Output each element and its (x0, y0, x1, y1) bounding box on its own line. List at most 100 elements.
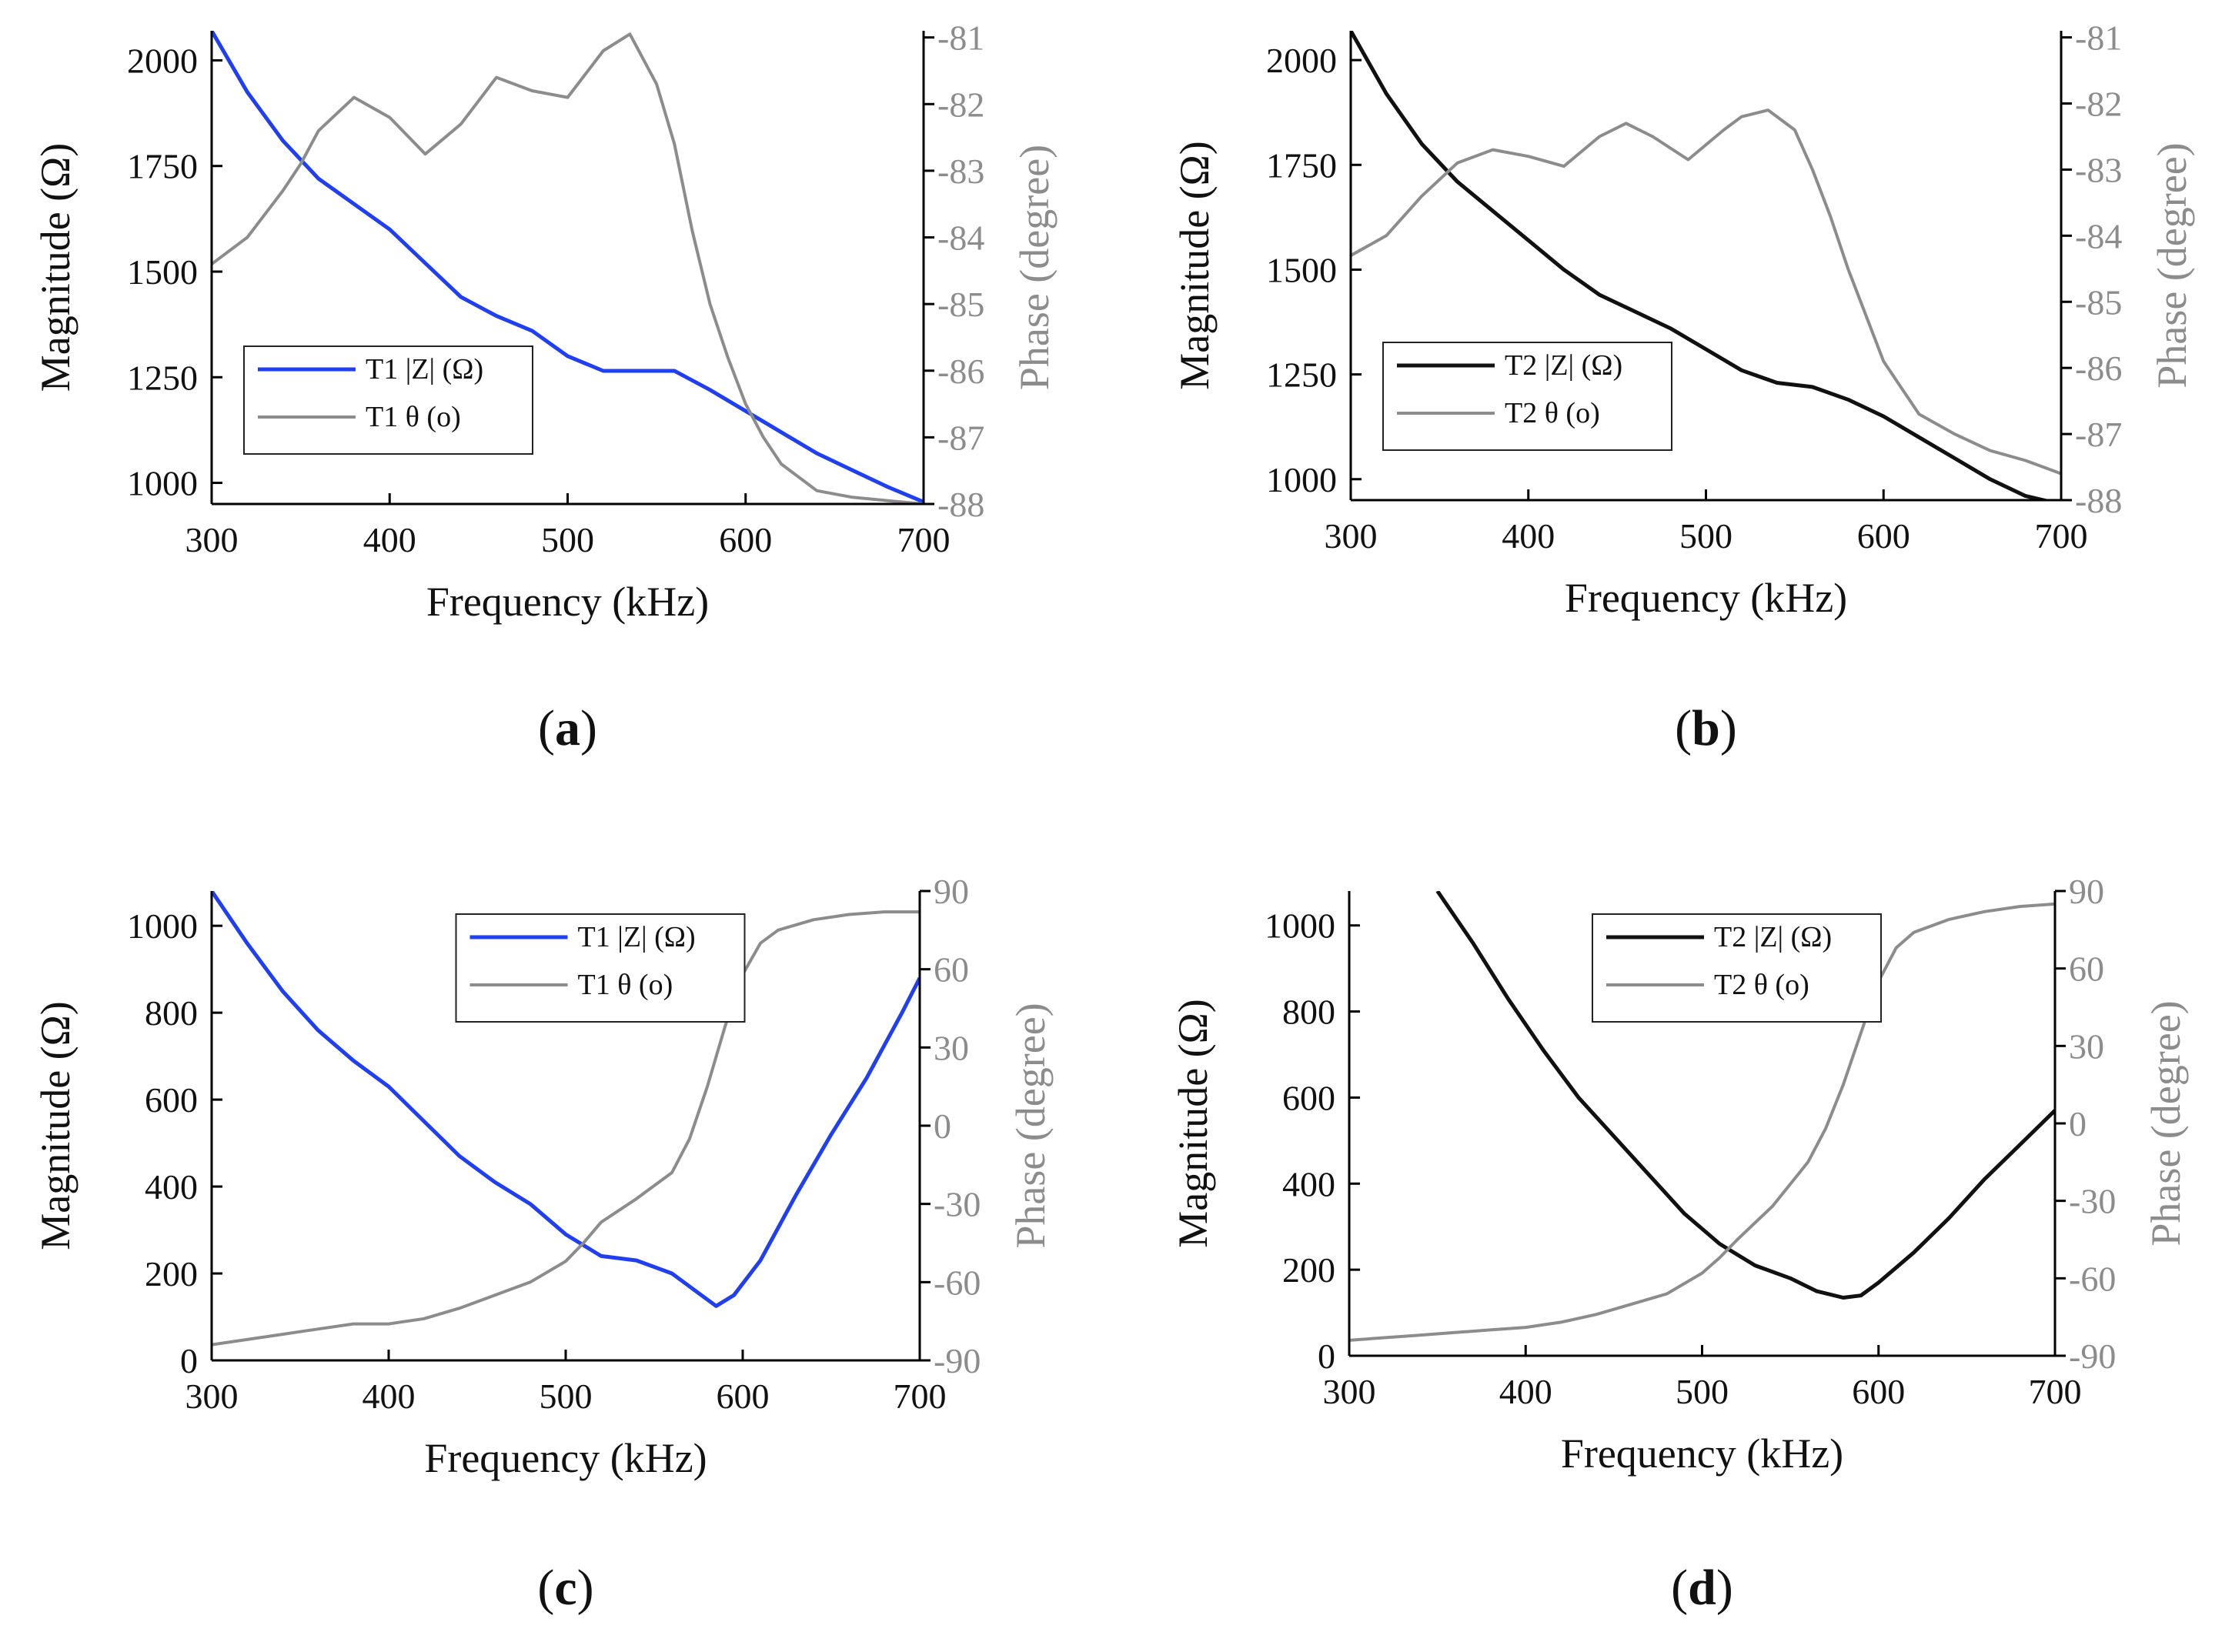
y-axis-label: Magnitude (Ω) (32, 1001, 79, 1250)
legend-entry: T2 θ (o) (1714, 969, 1809, 1001)
series-line-magnitude (212, 31, 924, 504)
x-axis-label: Frequency (kHz) (1561, 1430, 1843, 1477)
y2-tick-label: -86 (937, 352, 984, 391)
panel-letter: a (555, 700, 580, 756)
y2-tick-label: -60 (2069, 1259, 2116, 1298)
y2-tick-label: -86 (2075, 349, 2122, 388)
y2-tick-label: 30 (2069, 1026, 2104, 1066)
x-tick-label: 700 (2035, 516, 2088, 556)
y2-axis-label: Phase (degree) (2149, 142, 2195, 388)
y2-tick-label: 60 (2069, 949, 2104, 989)
y2-tick-label: -87 (2075, 415, 2122, 454)
y2-tick-label: -85 (2075, 282, 2122, 322)
y2-tick-label: -90 (2069, 1337, 2116, 1376)
y2-tick-label: 90 (2069, 872, 2104, 911)
y2-tick-label: -83 (2075, 150, 2122, 189)
y-tick-label: 800 (145, 993, 198, 1033)
y2-tick-label: -82 (2075, 85, 2122, 124)
x-tick-label: 700 (894, 1377, 947, 1416)
y2-axis-label: Phase (degree) (2143, 1000, 2189, 1246)
x-tick-label: 600 (1857, 516, 1910, 556)
series-line-phase (212, 910, 920, 1347)
panel-letter: c (554, 1560, 576, 1616)
y-tick-label: 600 (1282, 1078, 1335, 1117)
y-tick-label: 1000 (127, 464, 198, 503)
panel-label: (c) (537, 1560, 593, 1616)
y-tick-label: 1000 (127, 906, 198, 946)
legend-box (1592, 913, 1882, 1023)
y2-tick-label: 0 (934, 1106, 951, 1146)
y2-tick-label: -87 (937, 418, 984, 457)
x-tick-label: 400 (1502, 516, 1555, 556)
y-tick-label: 1250 (1266, 355, 1337, 395)
x-tick-label: 400 (363, 520, 416, 559)
x-tick-label: 500 (1676, 1372, 1729, 1411)
x-tick-label: 400 (1499, 1372, 1552, 1411)
y-tick-label: 1750 (127, 147, 198, 186)
y2-tick-label: 60 (934, 950, 969, 990)
y2-tick-label: -88 (2075, 481, 2122, 520)
y-tick-label: 2000 (127, 41, 198, 80)
y-tick-label: 400 (145, 1167, 198, 1206)
x-axis-label: Frequency (kHz) (426, 579, 709, 625)
legend-entry: T2 θ (o) (1505, 397, 1600, 429)
series-line-phase (1351, 108, 2061, 476)
legend-entry: T2 |Z| (Ω) (1505, 349, 1622, 382)
legend: T2 |Z| (Ω) T2 θ (o) (1592, 913, 1882, 1023)
legend-entry: T1 θ (o) (366, 401, 461, 433)
panel-d: 300 400 500 600 70002004006008001000-90-60-3… (1170, 872, 2189, 1616)
series-line-magnitude (212, 891, 920, 1308)
y2-tick-label: 0 (2069, 1104, 2087, 1143)
y-tick-label: 1000 (1266, 460, 1337, 499)
y2-tick-label: -84 (937, 219, 984, 258)
y-tick-label: 1250 (127, 358, 198, 397)
x-tick-label: 500 (540, 1377, 593, 1416)
y-tick-label: 2000 (1266, 41, 1337, 80)
y-axis-label: Magnitude (Ω) (32, 143, 79, 392)
y2-tick-label: -90 (934, 1341, 981, 1380)
legend: T1 |Z| (Ω) T1 θ (o) (455, 913, 746, 1023)
legend-box (455, 913, 746, 1023)
legend-entry: T1 θ (o) (578, 969, 673, 1001)
legend: T2 |Z| (Ω) T2 θ (o) (1382, 342, 1672, 451)
x-axis-label: Frequency (kHz) (1565, 575, 1847, 621)
panel-c: 300 400 500 600 70002004006008001000-90-60-3… (32, 872, 1054, 1616)
legend-entry: T1 |Z| (Ω) (366, 353, 483, 385)
x-tick-label: 500 (1679, 516, 1732, 556)
series-line-phase (1349, 902, 2055, 1342)
y-axis-label: Magnitude (Ω) (1170, 999, 1216, 1248)
y-tick-label: 800 (1282, 993, 1335, 1032)
y-tick-label: 600 (145, 1080, 198, 1120)
panel-b: 300 400 500 600 700 1000 1250 1500 1750 2000 -88 -8… (1171, 18, 2195, 756)
y-tick-label: 200 (1282, 1250, 1335, 1290)
x-tick-label: 700 (2029, 1372, 2082, 1411)
panel-letter: d (1688, 1560, 1716, 1616)
y-tick-label: 200 (145, 1254, 198, 1293)
series-line-phase (212, 32, 924, 504)
y-axis-label: Magnitude (Ω) (1171, 141, 1218, 390)
x-tick-label: 600 (1852, 1372, 1905, 1411)
x-tick-label: 300 (185, 520, 239, 559)
series-line-magnitude (1351, 31, 2052, 500)
y-tick-label: 1500 (1266, 250, 1337, 289)
x-tick-label: 300 (1325, 516, 1378, 556)
x-tick-label: 600 (719, 520, 772, 559)
y-tick-label: 1000 (1265, 906, 1335, 946)
y-tick-label: 0 (180, 1341, 198, 1380)
y2-tick-label: -85 (937, 285, 984, 324)
panel-letter: b (1692, 700, 1720, 756)
y2-tick-label: -30 (2069, 1182, 2116, 1221)
y2-tick-label: -82 (937, 85, 984, 124)
series-line-magnitude (1435, 891, 2055, 1300)
y2-tick-label: -81 (2075, 18, 2122, 58)
y2-tick-label: -83 (937, 152, 984, 191)
x-tick-label: 600 (717, 1377, 770, 1416)
y2-axis-label: Phase (degree) (1011, 145, 1058, 390)
y-tick-label: 1500 (127, 252, 198, 292)
x-axis-label: Frequency (kHz) (424, 1435, 707, 1481)
y2-tick-label: -30 (934, 1185, 981, 1224)
legend-entry: T1 |Z| (Ω) (578, 921, 696, 953)
y-tick-label: 0 (1318, 1337, 1335, 1376)
x-tick-label: 400 (363, 1377, 416, 1416)
